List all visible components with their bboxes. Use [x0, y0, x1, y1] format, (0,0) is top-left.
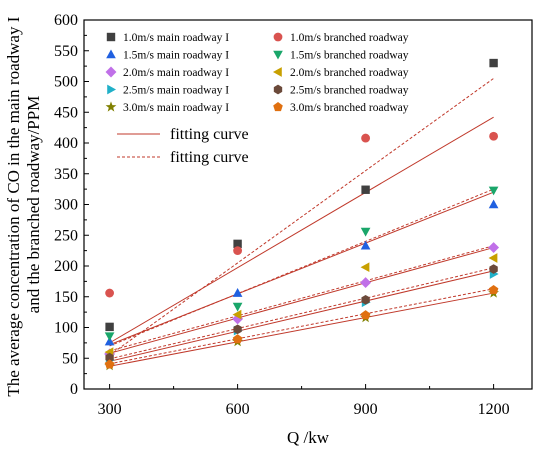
data-point: [489, 131, 499, 141]
data-point: [488, 186, 499, 196]
data-point: [489, 58, 498, 68]
legend-label: 2.0m/s main roadway I: [123, 67, 229, 79]
series-10: [104, 284, 499, 369]
legend-label: 2.0m/s branched roadway: [290, 67, 409, 79]
legend-marker: [272, 67, 282, 77]
data-point: [232, 334, 243, 344]
y-tick-label: 150: [54, 289, 78, 306]
plot-area: 0 50 100 150 200 250 300 350 400 450 500 550 600 300 6…: [54, 12, 533, 418]
legend-marker: [105, 66, 117, 78]
legend-label: 3.0m/s main roadway I: [123, 102, 229, 114]
y-tick-label: 0: [70, 381, 78, 398]
data-point: [488, 199, 499, 209]
y-axis-title-line-2: and the branched roadway/PPM: [24, 96, 43, 314]
legend-marker: [273, 32, 283, 42]
legend-marker: [273, 50, 283, 60]
series-2: [105, 131, 499, 298]
legend-marker: [105, 101, 117, 112]
series-4: [104, 186, 499, 342]
data-point: [360, 310, 371, 320]
data-point: [233, 239, 242, 249]
x-tick-label: 600: [226, 401, 250, 418]
data-point: [105, 288, 115, 298]
data-point: [488, 242, 500, 254]
legend-label: 1.0m/s main roadway I: [123, 32, 229, 44]
y-tick-label: 200: [54, 258, 78, 275]
legend-marker: [273, 101, 283, 112]
data-point: [105, 322, 114, 332]
y-tick-label: 600: [54, 12, 78, 29]
fit-legend-label: fitting curve: [170, 149, 249, 166]
y-tick-label: 500: [54, 74, 78, 91]
series-9: [104, 287, 499, 371]
legend-label: 2.5m/s branched roadway: [290, 85, 409, 97]
data-point: [361, 133, 371, 143]
fitting-curve-line-6: [109, 245, 494, 352]
data-point: [488, 253, 498, 263]
data-point: [104, 332, 115, 342]
x-tick-label: 300: [98, 401, 122, 418]
fitting-curve-line-9: [109, 292, 494, 367]
data-point: [489, 264, 498, 274]
y-axis-title: The average concentration of CO in the m…: [4, 12, 43, 396]
y-tick-label: 450: [54, 104, 78, 121]
data-point: [488, 284, 499, 295]
data-point: [360, 240, 371, 250]
data-point: [233, 324, 242, 335]
data-point: [232, 288, 243, 297]
legend-label: 1.5m/s branched roadway: [290, 50, 409, 62]
legend-label: 3.0m/s branched roadway: [290, 102, 409, 114]
fit-legend: fitting curve fitting curve: [117, 126, 249, 166]
data-point: [232, 309, 242, 320]
x-axis-title: Q /kw: [287, 428, 330, 447]
series-8: [105, 264, 498, 363]
legend-label: 1.0m/s branched roadway: [290, 32, 409, 44]
legend-label: 2.5m/s main roadway I: [123, 85, 229, 97]
y-tick-label: 300: [54, 197, 78, 214]
y-tick-label: 250: [54, 227, 78, 244]
fitting-curve-line-8: [109, 267, 494, 360]
legend-marker: [273, 84, 283, 95]
x-tick-label: 900: [354, 401, 378, 418]
fit-legend-label: fitting curve: [170, 126, 249, 143]
y-tick-label: 400: [54, 135, 78, 152]
data-point: [360, 262, 370, 273]
fitting-curve-line-1: [109, 116, 494, 344]
y-tick-label: 350: [54, 166, 78, 183]
data-point: [104, 359, 115, 369]
data-point: [232, 302, 243, 312]
y-axis-title-line-1: The average concentration of CO in the m…: [4, 16, 23, 396]
fitting-curve-line-3: [109, 191, 494, 346]
data-point: [233, 246, 243, 256]
data-point: [361, 295, 370, 305]
y-tick-label: 50: [62, 350, 78, 367]
legend-marker: [106, 32, 116, 42]
fitting-curve-line-4: [109, 188, 494, 347]
data-point: [360, 277, 372, 289]
x-tick-label: 1200: [478, 401, 510, 418]
data-point: [105, 352, 114, 363]
series-1: [105, 58, 498, 332]
fitting-curve-line-5: [109, 247, 494, 354]
fitting-curve-line-2: [109, 78, 494, 356]
data-point: [360, 227, 371, 237]
y-tick-label: 550: [54, 43, 78, 60]
legend-label: 1.5m/s main roadway I: [123, 50, 229, 62]
y-tick-label: 100: [54, 320, 78, 337]
legend-marker: [106, 49, 116, 59]
data-point: [361, 185, 370, 194]
fitting-curve-line-7: [109, 270, 494, 362]
legend: 1.0m/s main roadway I 1.0m/s branched roa…: [105, 32, 409, 114]
fitting-curve-line-10: [109, 288, 494, 365]
legend-marker: [107, 84, 117, 95]
